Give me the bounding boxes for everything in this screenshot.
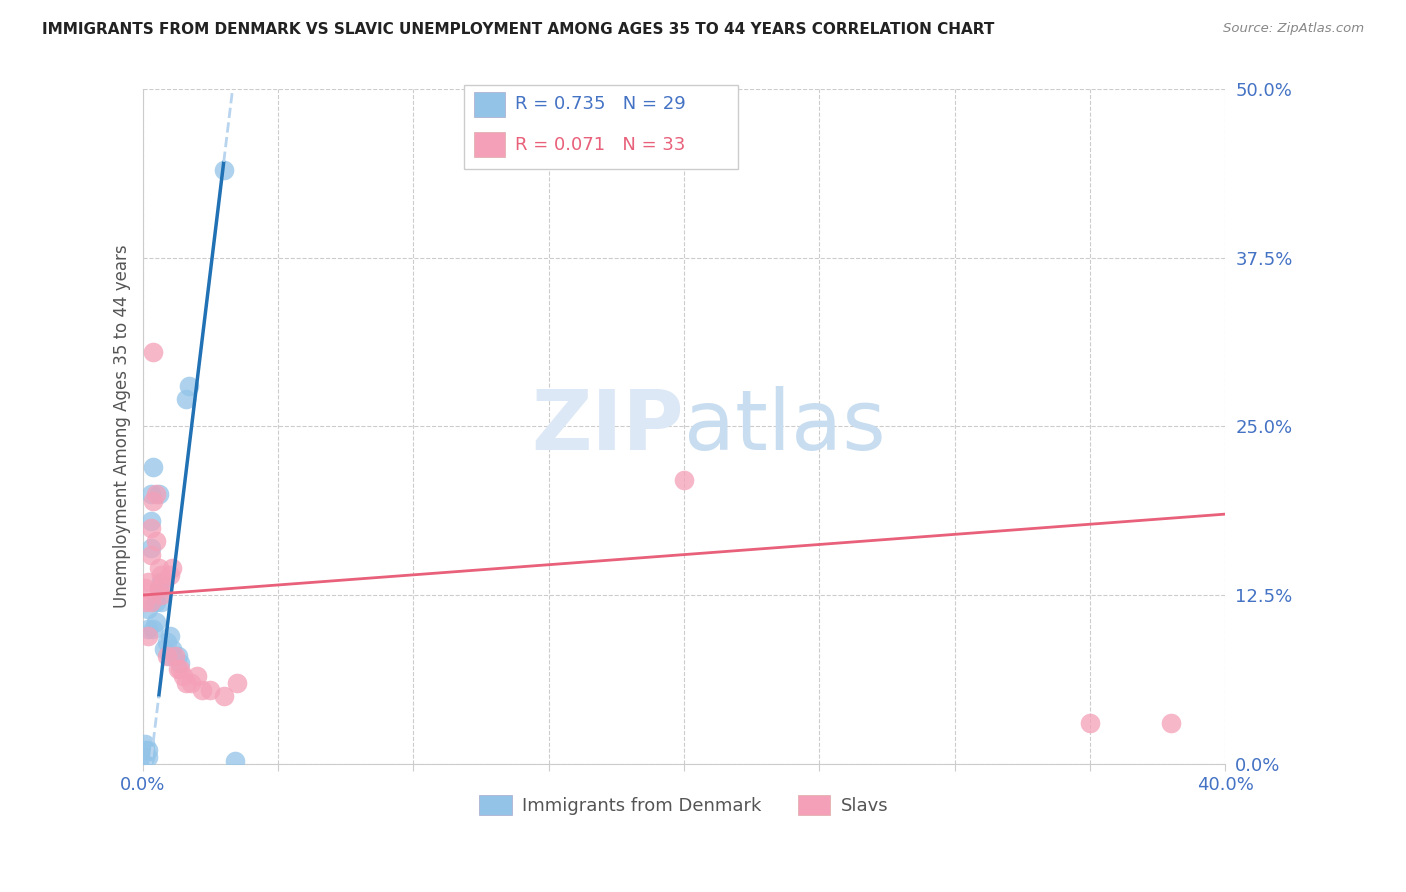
Text: R = 0.071   N = 33: R = 0.071 N = 33	[515, 136, 685, 153]
Point	[159, 629, 181, 643]
Point	[159, 567, 181, 582]
Point	[172, 669, 194, 683]
Text: IMMIGRANTS FROM DENMARK VS SLAVIC UNEMPLOYMENT AMONG AGES 35 TO 44 YEARS CORRELA: IMMIGRANTS FROM DENMARK VS SLAVIC UNEMPL…	[42, 22, 994, 37]
Point	[212, 162, 235, 177]
Point	[136, 750, 159, 764]
Point	[139, 520, 162, 534]
Text: R = 0.735   N = 29: R = 0.735 N = 29	[515, 95, 685, 113]
Point	[148, 561, 170, 575]
Point	[142, 622, 165, 636]
Text: atlas: atlas	[683, 386, 886, 467]
Point	[145, 595, 167, 609]
Point	[156, 635, 179, 649]
Point	[1078, 716, 1101, 731]
Point	[224, 754, 246, 768]
Point	[136, 622, 159, 636]
Point	[169, 656, 191, 670]
Point	[150, 588, 173, 602]
Point	[142, 459, 165, 474]
Point	[156, 648, 179, 663]
Text: Source: ZipAtlas.com: Source: ZipAtlas.com	[1223, 22, 1364, 36]
Point	[166, 662, 188, 676]
Point	[226, 676, 249, 690]
Point	[672, 474, 695, 488]
Point	[148, 582, 170, 596]
Y-axis label: Unemployment Among Ages 35 to 44 years: Unemployment Among Ages 35 to 44 years	[114, 244, 131, 608]
Point	[148, 582, 170, 596]
Point	[163, 648, 186, 663]
Point	[145, 534, 167, 549]
Point	[153, 642, 176, 657]
Point	[142, 345, 165, 359]
Point	[134, 750, 156, 764]
Point	[139, 487, 162, 501]
Point	[136, 574, 159, 589]
Point	[148, 487, 170, 501]
Point	[134, 595, 156, 609]
Point	[166, 648, 188, 663]
Point	[142, 493, 165, 508]
Point	[134, 582, 156, 596]
Point	[136, 743, 159, 757]
Point	[139, 541, 162, 555]
Point	[134, 737, 156, 751]
Point	[150, 574, 173, 589]
Point	[174, 392, 197, 407]
Point	[191, 682, 214, 697]
Point	[186, 669, 208, 683]
Point	[162, 561, 184, 575]
Point	[136, 601, 159, 615]
Point	[136, 629, 159, 643]
Point	[145, 615, 167, 629]
Point	[174, 676, 197, 690]
Point	[162, 642, 184, 657]
Point	[150, 567, 173, 582]
Point	[150, 595, 173, 609]
Point	[212, 690, 235, 704]
Point	[200, 682, 222, 697]
Point	[1160, 716, 1182, 731]
Point	[139, 548, 162, 562]
Point	[180, 676, 202, 690]
Legend: Immigrants from Denmark, Slavs: Immigrants from Denmark, Slavs	[472, 788, 896, 822]
Point	[177, 379, 200, 393]
Point	[139, 595, 162, 609]
Text: ZIP: ZIP	[531, 386, 683, 467]
Point	[159, 648, 181, 663]
Point	[139, 514, 162, 528]
Point	[134, 743, 156, 757]
Point	[145, 487, 167, 501]
Point	[169, 662, 191, 676]
Point	[153, 574, 176, 589]
